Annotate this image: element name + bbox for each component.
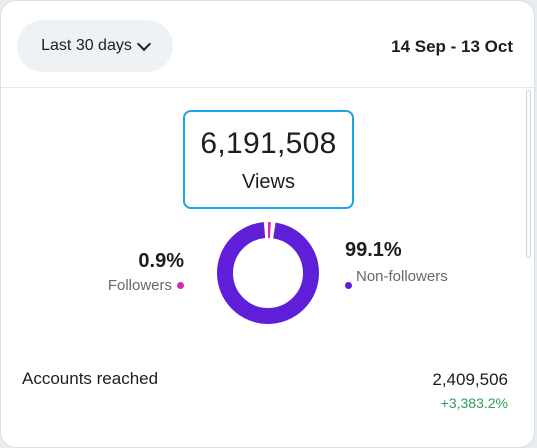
non-followers-legend-label: Non-followers (356, 268, 448, 285)
accounts-reached-value: 2,409,506 (432, 370, 508, 389)
date-range-text: 14 Sep - 13 Oct (391, 37, 513, 56)
chevron-down-icon (136, 36, 151, 51)
views-label: Views (242, 171, 295, 193)
followers-legend: Followers (108, 277, 184, 294)
header-divider (1, 87, 534, 88)
accounts-reached-change: +3,383.2% (440, 395, 508, 411)
followers-percent: 0.9% (138, 250, 184, 272)
views-donut-chart (217, 222, 319, 324)
date-range-dropdown-label: Last 30 days (41, 37, 132, 54)
scrollbar[interactable] (526, 90, 531, 258)
followers-ring-segment (217, 222, 319, 324)
followers-legend-dot (177, 282, 184, 289)
non-followers-percent: 99.1% (345, 239, 402, 261)
views-summary: 6,191,508 Views (183, 110, 354, 209)
date-range-dropdown[interactable]: Last 30 days (17, 20, 173, 72)
followers-legend-label: Followers (107, 277, 172, 294)
accounts-reached-label: Accounts reached (22, 369, 159, 388)
non-followers-legend-dot (345, 282, 352, 289)
non-followers-ring-segment (217, 222, 319, 324)
views-count: 6,191,508 (200, 127, 337, 160)
